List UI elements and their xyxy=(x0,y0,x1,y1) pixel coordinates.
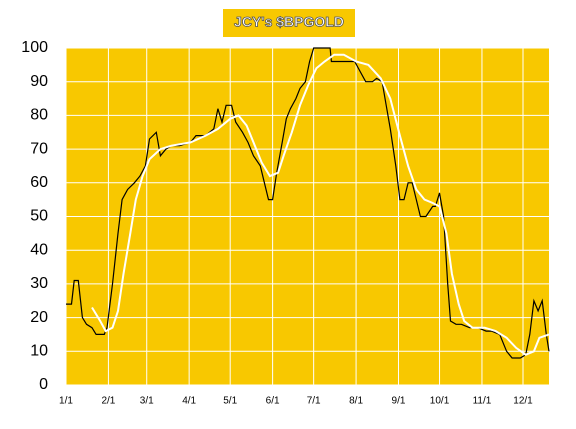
y-tick-label: 0 xyxy=(39,376,48,393)
chart-title: JCY's $BPGOLD xyxy=(234,14,344,30)
x-tick-label: 7/1 xyxy=(307,396,321,407)
x-tick-label: 11/1 xyxy=(473,396,492,407)
y-tick-label: 10 xyxy=(30,343,48,360)
x-tick-label: 9/1 xyxy=(392,396,406,407)
x-tick-label: 10/1 xyxy=(430,396,450,407)
y-tick-label: 60 xyxy=(30,174,48,191)
x-tick-label: 4/1 xyxy=(182,396,196,407)
y-tick-label: 70 xyxy=(30,140,48,157)
x-tick-label: 1/1 xyxy=(59,396,73,407)
x-tick-label: 6/1 xyxy=(266,396,280,407)
y-tick-label: 90 xyxy=(30,73,48,90)
x-tick-label: 3/1 xyxy=(140,396,154,407)
x-tick-label: 12/1 xyxy=(513,396,533,407)
y-tick-label: 80 xyxy=(30,107,48,124)
y-tick-label: 30 xyxy=(30,275,48,292)
x-tick-label: 5/1 xyxy=(223,396,237,407)
y-tick-label: 40 xyxy=(30,241,48,258)
y-tick-label: 100 xyxy=(21,39,48,56)
x-tick-label: 2/1 xyxy=(101,396,115,407)
title-box xyxy=(223,9,355,37)
line xyxy=(91,53,550,356)
y-tick-label: 50 xyxy=(30,208,48,225)
line xyxy=(66,47,550,359)
x-tick-label: 8/1 xyxy=(349,396,363,407)
y-tick-label: 20 xyxy=(30,309,48,326)
